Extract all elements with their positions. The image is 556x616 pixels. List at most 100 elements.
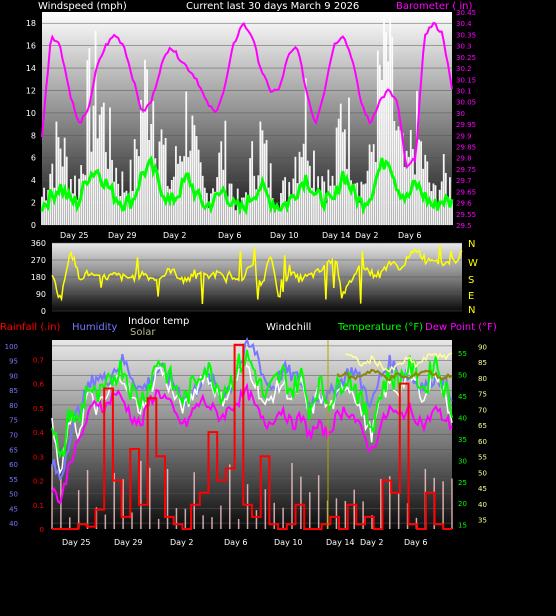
humidity-tick-label: 60 — [9, 461, 18, 469]
humidity-tick-label: 95 — [9, 358, 18, 366]
temperature-tick-label: 55 — [458, 350, 467, 358]
indoor-temperature-line — [345, 352, 453, 373]
barometer-tick-label: 29.95 — [456, 121, 476, 129]
indoor-tick-label: 85 — [478, 359, 487, 367]
indoor-tick-label: 35 — [478, 517, 487, 525]
rain-tick-label: 0.2 — [33, 478, 44, 486]
barometer-line — [41, 21, 453, 169]
humidity-tick-label: 100 — [5, 343, 18, 351]
legend-solar: Solar — [130, 327, 156, 338]
barometer-tick-label: 30.15 — [456, 76, 476, 84]
indoor-tick-label: 75 — [478, 391, 487, 399]
humidity-tick-label: 90 — [9, 372, 18, 380]
legend-rainfall: Rainfall (.in) — [0, 322, 61, 333]
barometer-tick-label: 29.5 — [456, 222, 472, 230]
rainfall-line — [52, 343, 452, 530]
wind-tick-label: 16 — [26, 42, 36, 51]
wind-direction-line — [51, 244, 463, 305]
barometer-tick-label: 29.85 — [456, 144, 476, 152]
indoor-tick-label: 55 — [478, 454, 487, 462]
barometer-axis-title: Barometer ( in) — [396, 1, 472, 12]
barometer-tick-label: 30.1 — [456, 87, 472, 95]
barometer-tick-label: 30.4 — [456, 20, 472, 28]
wind-tick-label: 14 — [26, 64, 36, 73]
humidity-tick-label: 45 — [9, 505, 18, 513]
temperature-tick-label: 30 — [458, 457, 467, 465]
legend-humidity: Humidity — [72, 322, 117, 333]
humidity-tick-label: 75 — [9, 417, 18, 425]
wind-tick-label: 6 — [31, 154, 36, 163]
day-tick-label: Day 14 — [322, 231, 351, 240]
day-tick-label: Day 2 — [355, 231, 378, 240]
compass-label: E — [468, 291, 474, 302]
compass-label: W — [468, 258, 478, 269]
olive-line — [336, 368, 453, 382]
wind-tick-label: 18 — [26, 19, 36, 28]
compass-label: S — [468, 275, 474, 286]
barometer-tick-label: 30.25 — [456, 54, 476, 62]
barometer-tick-label: 29.8 — [456, 155, 472, 163]
wind-axis-title: Windspeed (mph) — [38, 1, 127, 12]
wind-tick-label: 4 — [31, 176, 36, 185]
rain-tick-label: 0.3 — [33, 453, 44, 461]
day-tick-label: Day 25 — [60, 231, 89, 240]
day-tick-label: Day 29 — [114, 538, 143, 547]
humidity-tick-label: 55 — [9, 476, 18, 484]
temperature-tick-label: 50 — [458, 371, 467, 379]
day-tick-label: Day 6 — [404, 538, 427, 547]
wind-tick-label: 8 — [31, 131, 36, 140]
temperature-tick-label: 35 — [458, 436, 467, 444]
barometer-tick-label: 29.65 — [456, 188, 476, 196]
temperature-tick-label: 25 — [458, 479, 467, 487]
day-tick-label: Day 6 — [398, 231, 421, 240]
legend-dewpoint: Dew Point (°F) — [425, 322, 497, 333]
direction-tick-label: 180 — [31, 273, 46, 282]
wind-tick-label: 10 — [26, 109, 36, 118]
barometer-tick-label: 29.9 — [456, 132, 472, 140]
barometer-tick-label: 30.35 — [456, 31, 476, 39]
humidity-tick-label: 70 — [9, 432, 18, 440]
indoor-tick-label: 65 — [478, 422, 487, 430]
direction-tick-label: 360 — [31, 239, 46, 248]
temperature-tick-label: 15 — [458, 522, 467, 530]
temperature-tick-label: 20 — [458, 500, 467, 508]
indoor-tick-label: 50 — [478, 469, 487, 477]
barometer-tick-label: 30.05 — [456, 99, 476, 107]
barometer-tick-label: 30.45 — [456, 9, 476, 17]
direction-tick-label: 90 — [36, 290, 46, 299]
day-tick-label: Day 6 — [224, 538, 247, 547]
day-tick-label: Day 2 — [360, 538, 383, 547]
rain-tick-label: 0.4 — [33, 429, 45, 437]
day-tick-label: Day 10 — [274, 538, 303, 547]
barometer-tick-label: 30.2 — [456, 65, 472, 73]
indoor-tick-label: 90 — [478, 343, 487, 351]
day-tick-label: Day 29 — [108, 231, 137, 240]
temperature-tick-label: 45 — [458, 393, 467, 401]
indoor-tick-label: 70 — [478, 406, 487, 414]
barometer-tick-label: 30.3 — [456, 43, 472, 51]
legend-windchill: Windchill — [266, 322, 311, 333]
rain-tick-label: 0.1 — [33, 502, 44, 510]
humidity-tick-label: 50 — [9, 491, 18, 499]
wind-average-line — [40, 155, 454, 216]
wind-tick-label: 12 — [26, 86, 36, 95]
wind-tick-label: 2 — [31, 199, 36, 208]
day-tick-label: Day 2 — [170, 538, 193, 547]
legend-indoor-temp: Indoor temp — [128, 316, 189, 327]
day-tick-label: Day 2 — [163, 231, 186, 240]
chart-marks: 0 2 4 6 8 10 12 14 16 18 29.5 29.55 29.6 29.65 29.7 29.… — [5, 9, 487, 547]
barometer-tick-label: 29.75 — [456, 166, 476, 174]
indoor-tick-label: 45 — [478, 485, 487, 493]
temperature-tick-label: 40 — [458, 414, 467, 422]
indoor-tick-label: 40 — [478, 501, 487, 509]
barometer-tick-label: 29.6 — [456, 200, 472, 208]
humidity-tick-label: 40 — [9, 520, 18, 528]
compass-label: N — [468, 239, 475, 250]
legend-temperature: Temperature (°F) — [337, 322, 423, 333]
barometer-tick-label: 29.55 — [456, 211, 476, 219]
rain-tick-label: 0.6 — [33, 381, 45, 389]
barometer-tick-label: 30 — [456, 110, 465, 118]
humidity-tick-label: 65 — [9, 446, 18, 454]
